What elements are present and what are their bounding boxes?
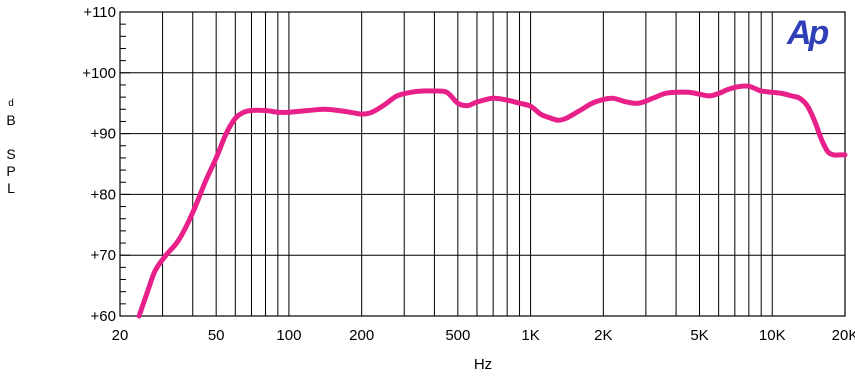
x-tick-label: 20K: [832, 327, 855, 344]
response-curve: [136, 83, 848, 319]
y-tick-label: +100: [82, 65, 116, 82]
x-tick-label: 500: [445, 327, 470, 344]
tick-marks: [120, 11, 130, 317]
plot-border: [119, 11, 846, 317]
y-axis-label-d: d: [8, 98, 14, 109]
y-tick-label: +90: [91, 126, 116, 143]
y-axis-label-s: S: [6, 146, 16, 162]
y-tick-label: +110: [83, 4, 116, 21]
y-tick-label: +60: [91, 308, 116, 325]
x-tick-label: 2K: [594, 327, 612, 344]
y-tick-label: +70: [91, 247, 116, 264]
x-tick-labels: 20 50 100 200 500 1K 2K 5K 10K 20K: [112, 327, 855, 344]
y-axis-label-b: B: [6, 112, 16, 128]
y-tick-label: +80: [91, 186, 116, 203]
x-tick-label: 10K: [759, 327, 786, 344]
x-tick-label: 100: [276, 327, 301, 344]
y-axis-label-p: P: [6, 163, 16, 179]
x-tick-label: 200: [349, 327, 374, 344]
y-tick-labels: +60 +70 +80 +90 +100 +110: [82, 4, 116, 325]
x-tick-label: 50: [208, 327, 225, 344]
x-tick-label: 1K: [521, 327, 539, 344]
series-layer: [136, 83, 848, 319]
grid: [119, 11, 846, 317]
x-axis-label: Hz: [474, 356, 492, 373]
ap-logo: Ap: [786, 14, 832, 52]
x-tick-label: 5K: [690, 327, 708, 344]
x-tick-label: 20: [112, 327, 129, 344]
y-axis-label-l: L: [7, 180, 15, 196]
y-axis-label: d B S P L: [0, 95, 22, 197]
ap-logo-text: Ap: [786, 14, 829, 52]
plot-frame: [119, 11, 846, 317]
